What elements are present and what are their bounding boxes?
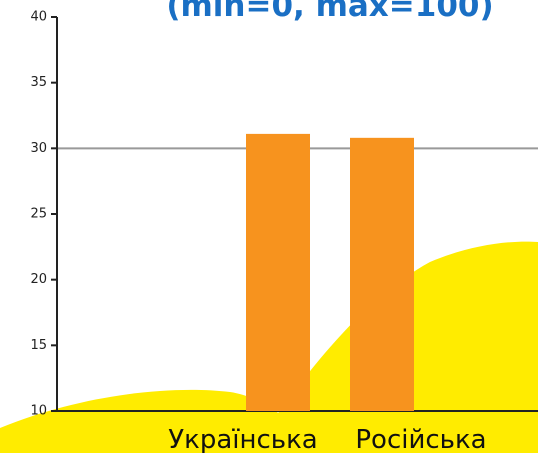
y-tick-label: 15 [30, 338, 47, 353]
bar [246, 133, 310, 412]
y-tick-label: 10 [30, 404, 47, 419]
x-tick-label: Українська [168, 425, 317, 453]
x-tick-label: Російська [355, 425, 486, 453]
y-tick-label: 20 [30, 272, 47, 287]
bar [350, 137, 414, 411]
y-tick-label: 35 [30, 75, 47, 90]
chart-title: (min=0, max=100) [166, 0, 493, 24]
background-shape [0, 389, 320, 453]
y-tick-label: 25 [30, 207, 47, 222]
y-tick-label: 40 [30, 10, 47, 25]
y-tick-label: 30 [30, 141, 47, 156]
